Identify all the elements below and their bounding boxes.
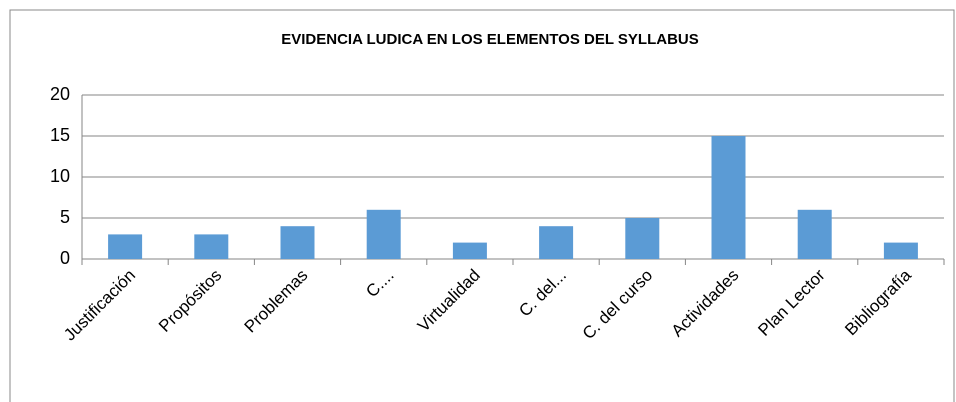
y-tick-label: 5	[60, 207, 70, 227]
chart-title: EVIDENCIA LUDICA EN LOS ELEMENTOS DEL SY…	[281, 31, 699, 48]
bar	[108, 234, 143, 259]
bar	[883, 242, 918, 259]
chart-frame	[9, 9, 955, 402]
bar	[625, 218, 660, 259]
bar	[711, 136, 746, 259]
bar	[194, 234, 229, 259]
bar	[797, 209, 832, 259]
y-tick-label: 10	[50, 166, 70, 186]
bar	[280, 226, 315, 259]
y-tick-label: 0	[60, 248, 70, 268]
bar	[366, 209, 401, 259]
y-tick-label: 20	[50, 84, 70, 104]
bar	[539, 226, 574, 259]
y-tick-label: 15	[50, 125, 70, 145]
bar	[452, 242, 487, 259]
